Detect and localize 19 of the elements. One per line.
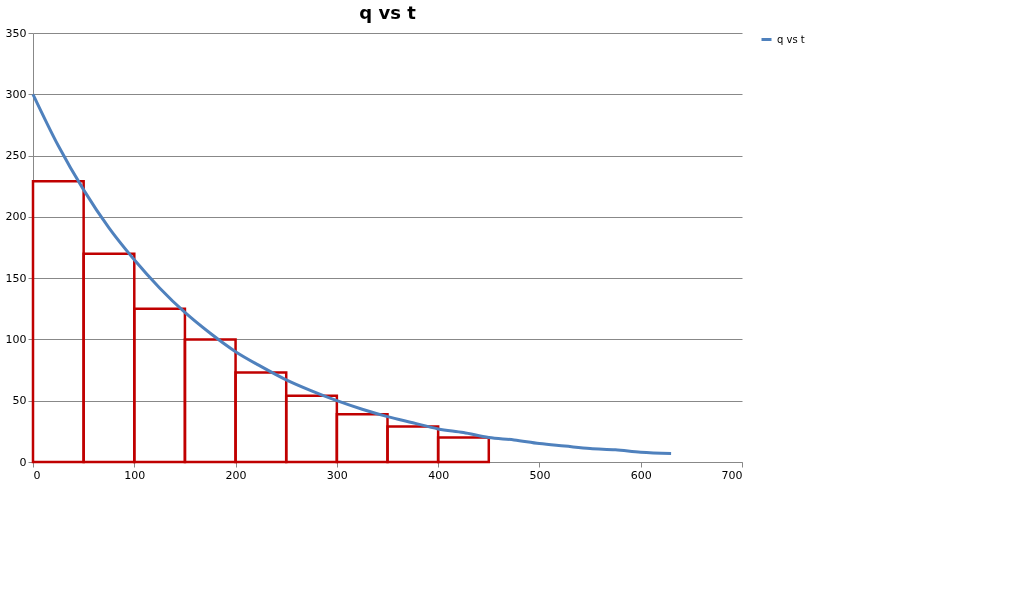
y-tick-label: 300: [5, 87, 27, 101]
x-tick-label: 100: [124, 468, 146, 482]
x-tick-label: 700: [721, 468, 743, 482]
y-tick-label: 0: [19, 455, 27, 469]
chart-title: q vs t: [359, 2, 417, 23]
y-tick-label: 150: [5, 271, 27, 285]
line-series: [31, 92, 673, 455]
x-tick-label: 300: [326, 468, 348, 482]
x-tick-label: 500: [529, 468, 551, 482]
y-tick-label: 350: [5, 26, 27, 40]
x-tick-label: 600: [630, 468, 652, 482]
legend-label: q vs t: [777, 33, 805, 45]
y-tick-label: 100: [5, 332, 27, 346]
y-tick-label: 200: [5, 210, 27, 224]
x-tick-label: 400: [428, 468, 450, 482]
y-tick-label: 50: [12, 394, 27, 408]
y-tick-label: 250: [5, 149, 27, 163]
x-tick-label: 0: [33, 468, 41, 482]
x-tick-label: 200: [225, 468, 247, 482]
